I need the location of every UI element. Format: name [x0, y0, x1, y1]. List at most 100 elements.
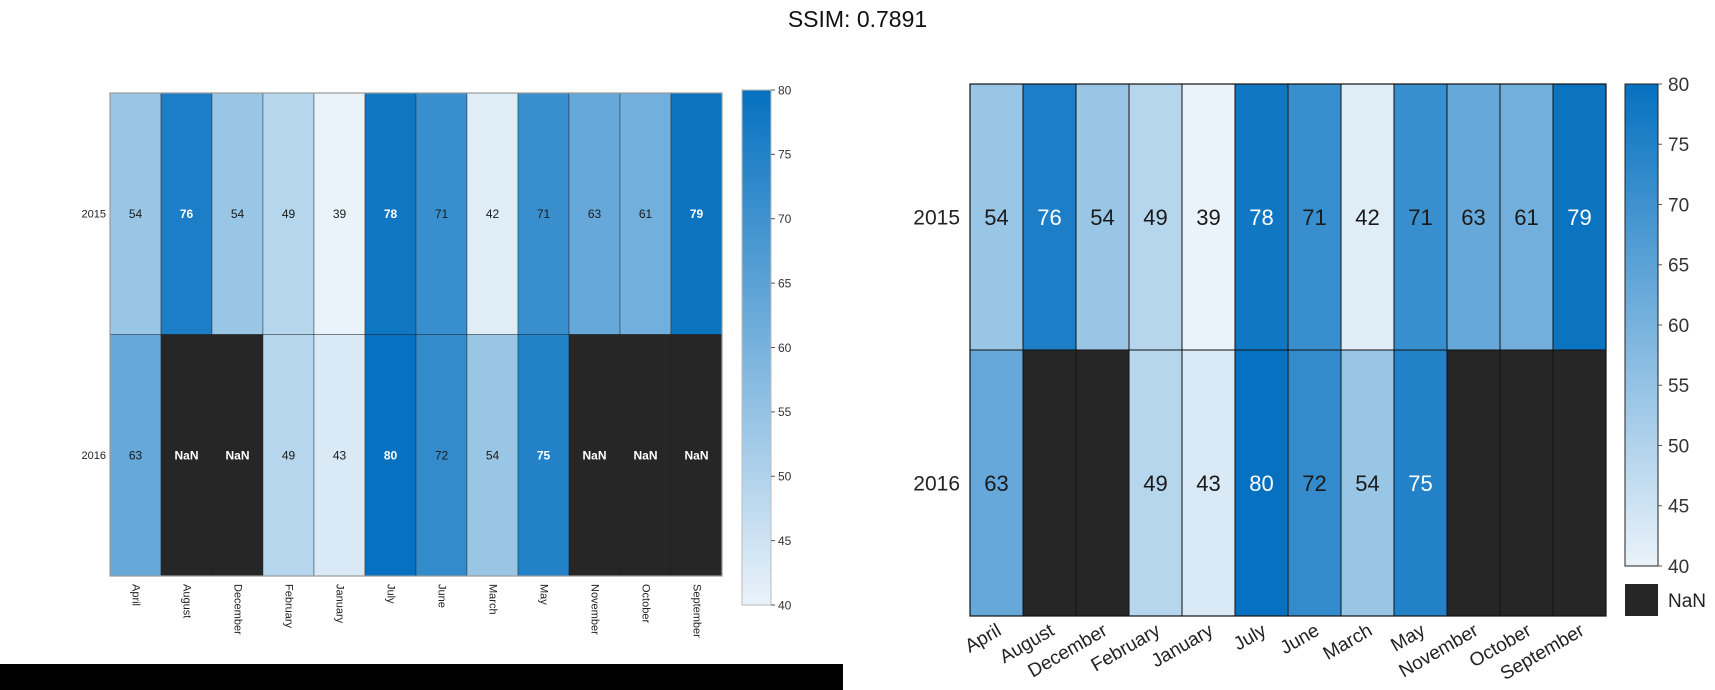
colorbar-tick-label: 60 [778, 341, 792, 355]
heatmap-cell [1181, 349, 1236, 617]
x-tick-label: January [334, 584, 346, 624]
cell-value-label: NaN [633, 449, 657, 463]
x-tick-label: May [538, 584, 550, 605]
nan-legend-swatch [1625, 584, 1658, 616]
heatmap-cell [466, 92, 519, 335]
cell-value-label: 49 [1143, 471, 1167, 496]
heatmap-cell [670, 92, 723, 335]
colorbar-tick-label: 60 [1668, 316, 1689, 337]
cell-value-label: 63 [588, 207, 602, 221]
colorbar-tick-label: 50 [778, 470, 792, 484]
black-bar [0, 664, 843, 690]
cell-value-label: 54 [129, 207, 143, 221]
cell-value-label: 79 [690, 207, 704, 221]
colorbar-tick-label: 80 [1668, 75, 1689, 96]
colorbar-tick-label: 75 [1668, 135, 1689, 156]
heatmap-cell [1287, 83, 1342, 351]
heatmap-cell [1552, 349, 1607, 617]
x-tick-label: November [589, 584, 601, 635]
cell-value-label: 61 [639, 207, 653, 221]
heatmap-cell [364, 334, 417, 577]
cell-value-label: 80 [1249, 471, 1273, 496]
heatmap-cell [211, 92, 264, 335]
cell-value-label: 71 [1408, 205, 1432, 230]
cell-value-label: 54 [1355, 471, 1379, 496]
heatmap-cell [1446, 83, 1501, 351]
cell-value-label: 76 [1037, 205, 1061, 230]
cell-value-label: 63 [984, 471, 1008, 496]
colorbar-tick-label: 40 [1668, 557, 1689, 578]
heatmap-cell [619, 92, 672, 335]
cell-value-label: NaN [684, 449, 708, 463]
heatmap-cell [1340, 349, 1395, 617]
x-tick-label: September [691, 584, 703, 638]
y-tick-label: 2016 [913, 473, 960, 496]
cell-value-label: 63 [129, 449, 143, 463]
colorbar-tick-label: 50 [1668, 436, 1689, 457]
cell-value-label: 43 [333, 449, 347, 463]
cell-value-label: 42 [1355, 205, 1379, 230]
cell-value-label: 49 [282, 449, 296, 463]
colorbar-tick-label: 55 [778, 405, 792, 419]
x-tick-label: July [1230, 620, 1270, 655]
cell-value-label: 75 [1408, 471, 1432, 496]
cell-value-label: 71 [435, 207, 449, 221]
heatmap-cell [109, 92, 162, 335]
left-heatmap: 54 76 54 49 39 78 71 42 71 63 61 79 63 NaN NaN 49 43 80 72… [82, 83, 792, 638]
heatmap-cell [1022, 83, 1077, 351]
cell-value-label: 49 [1143, 205, 1167, 230]
heatmap-cell [969, 83, 1024, 351]
heatmap-cell [1022, 349, 1077, 617]
cell-value-label: 63 [1461, 205, 1485, 230]
heatmap-border [969, 83, 1607, 617]
x-tick-label: March [487, 584, 499, 615]
x-tick-label: July [385, 584, 397, 604]
heatmap-cell [364, 92, 417, 335]
y-tick-label: 2015 [82, 209, 106, 221]
cell-value-label: 71 [1302, 205, 1326, 230]
cell-value-label: NaN [174, 449, 198, 463]
heatmap-cell [109, 334, 162, 577]
nan-legend-label: NaN [1668, 591, 1706, 612]
colorbar-tick-label: 40 [778, 598, 792, 612]
heatmap-cell [1393, 83, 1448, 351]
page-title: SSIM: 0.7891 [787, 6, 928, 32]
x-tick-label: August [181, 584, 193, 618]
x-tick-label: June [436, 584, 448, 608]
cell-value-label: 54 [984, 205, 1008, 230]
heatmap-border [109, 92, 723, 577]
heatmap-cell [1181, 83, 1236, 351]
heatmap-cell [1499, 349, 1554, 617]
colorbar-tick-label: 65 [778, 276, 792, 290]
colorbar-tick-label: 55 [1668, 376, 1689, 397]
cell-value-label: 78 [384, 207, 398, 221]
cell-value-label: 72 [435, 449, 449, 463]
colorbar-tick-label: 65 [1668, 256, 1689, 277]
cell-value-label: 79 [1567, 205, 1591, 230]
heatmap-cell [1446, 349, 1501, 617]
x-tick-label: June [1277, 620, 1323, 659]
cell-value-label: 39 [333, 207, 347, 221]
x-tick-label: January [1148, 620, 1217, 672]
colorbar [741, 89, 772, 606]
heatmap-cell [670, 334, 723, 577]
cell-value-label: 80 [384, 449, 398, 463]
heatmap-cell [1075, 349, 1130, 617]
cell-value-label: 42 [486, 207, 500, 221]
heatmap-cell [517, 92, 570, 335]
cell-value-label: NaN [225, 449, 249, 463]
cell-value-label: 54 [486, 449, 500, 463]
right-heatmap: 54 76 54 49 39 78 71 42 71 63 61 79 63 49 43 80 72 54 75 20… [913, 75, 1706, 685]
heatmap-cell [568, 92, 621, 335]
heatmap-cell [1075, 83, 1130, 351]
cell-value-label: 61 [1514, 205, 1538, 230]
colorbar-tick-label: 80 [778, 83, 792, 97]
cell-value-label: 54 [231, 207, 245, 221]
y-tick-label: 2015 [913, 207, 960, 230]
heatmap-cell [211, 334, 264, 577]
heatmap-cell [415, 334, 468, 577]
cell-value-label: 75 [537, 449, 551, 463]
colorbar-tick-label: 70 [1668, 195, 1689, 216]
